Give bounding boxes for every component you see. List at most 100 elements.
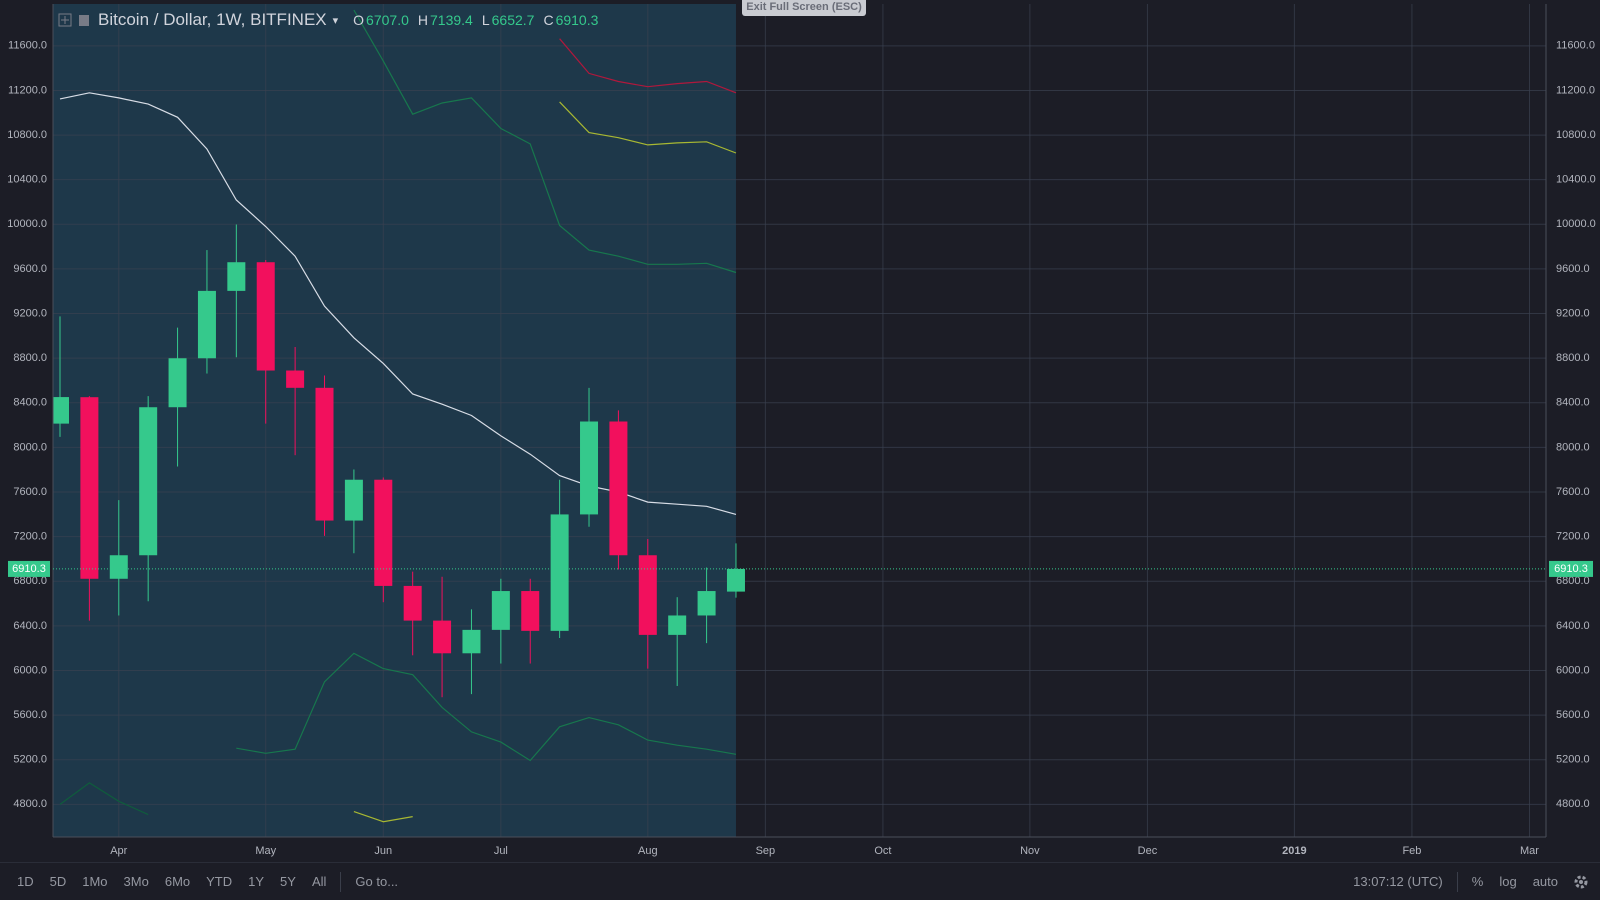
ohlc-key: C (543, 12, 554, 28)
y-tick-label-right: 11600.0 (1556, 40, 1595, 52)
y-tick-label-right: 7200.0 (1556, 531, 1590, 543)
candle-body (433, 620, 452, 654)
ohlc-key: H (417, 12, 428, 28)
y-tick-label: 6800.0 (13, 575, 47, 587)
candle-body (580, 421, 599, 515)
candle-body (697, 591, 716, 616)
y-tick-label: 6400.0 (13, 620, 47, 632)
candle-body (53, 397, 69, 424)
scale-option[interactable]: log (1499, 874, 1517, 889)
indicator-line (59, 782, 149, 816)
y-tick-label-right: 5600.0 (1556, 709, 1590, 721)
settings-button[interactable] (1572, 873, 1590, 891)
y-tick-label: 8400.0 (13, 397, 47, 409)
candle-body (668, 615, 687, 635)
x-tick-label: Nov (1020, 845, 1040, 857)
y-tick-label: 4800.0 (13, 798, 47, 810)
chart: 4800.0 4800.0 5200.0 5200.0 5600.0 5600.0 6000… (7, 4, 1596, 857)
x-tick-label: Jul (494, 845, 508, 857)
symbol-dropdown[interactable]: ▾ (332, 14, 339, 27)
x-tick-label: Dec (1138, 845, 1158, 857)
candle-body (168, 358, 187, 408)
exit-fullscreen-button[interactable]: Exit Full Screen (ESC) (742, 0, 866, 16)
y-tick-label: 10400.0 (7, 174, 47, 186)
candle-body (374, 479, 393, 586)
x-tick-label: Oct (874, 845, 891, 857)
candle-body (550, 514, 569, 631)
y-tick-label: 11600.0 (8, 40, 47, 52)
candle-body (521, 591, 540, 631)
y-tick-label-right: 8800.0 (1556, 352, 1590, 364)
ohlc-value: 6652.7 (491, 12, 535, 28)
ohlc-key: O (353, 12, 365, 28)
x-tick-label: May (255, 845, 276, 857)
y-tick-label-right: 8400.0 (1556, 397, 1590, 409)
range-button[interactable]: 5Y (280, 874, 296, 889)
y-tick-label: 5200.0 (13, 754, 47, 766)
y-tick-label-right: 10800.0 (1556, 129, 1596, 141)
session-shade (53, 4, 736, 837)
expand-icon[interactable] (58, 13, 72, 27)
x-tick-label: Apr (110, 845, 127, 857)
x-tick-label: 2019 (1282, 845, 1306, 857)
legend-icons (58, 13, 89, 27)
indicator-line (559, 101, 737, 154)
y-tick-label-right: 5200.0 (1556, 754, 1590, 766)
symbol-title[interactable]: Bitcoin / Dollar, 1W, BITFINEX (98, 10, 327, 29)
range-button[interactable]: 1Mo (82, 874, 108, 889)
plot (53, 4, 1546, 837)
range-button[interactable]: 3Mo (123, 874, 149, 889)
y-tick-label: 8800.0 (13, 352, 47, 364)
range-button[interactable]: 5D (49, 874, 67, 889)
y-tick-label: 7200.0 (13, 531, 47, 543)
last-price-label: 6910.3 (12, 563, 46, 575)
y-tick-label: 9200.0 (13, 307, 47, 319)
goto-button[interactable]: Go to... (355, 874, 399, 889)
range-button[interactable]: 1D (17, 874, 34, 889)
range-button[interactable]: 1Y (248, 874, 265, 889)
y-tick-label-right: 10400.0 (1556, 174, 1596, 186)
y-tick-label: 8000.0 (13, 441, 47, 453)
y-tick-label: 11200.0 (8, 84, 47, 96)
indicator-line (559, 38, 737, 94)
range-button[interactable]: 6Mo (164, 874, 191, 889)
candle-body (462, 629, 481, 654)
indicator-line (353, 811, 413, 823)
y-tick-label-right: 9600.0 (1556, 263, 1590, 275)
candle-body (80, 397, 99, 579)
candle-body (609, 421, 628, 556)
candle-body (286, 370, 305, 388)
range-button[interactable]: YTD (206, 874, 233, 889)
range-button[interactable]: All (311, 874, 327, 889)
candle-body (638, 555, 657, 635)
candle-body (139, 407, 158, 556)
y-tick-label: 7600.0 (13, 486, 47, 498)
indicator-line (236, 652, 737, 762)
y-tick-label-right: 6000.0 (1556, 664, 1590, 676)
candle-body (197, 290, 216, 359)
ohlc-values: O 6707.0 H 7139.4 L 6652.7 C 6910.3 (344, 12, 598, 28)
candle-body (344, 479, 363, 521)
indicator-line (353, 9, 737, 274)
scale-option[interactable]: % (1471, 874, 1484, 889)
bottom-toolbar: 1D 5D 1Mo 3Mo 6Mo YTD 1Y 5Y All Go to... 13:07:1… (0, 862, 1600, 900)
ohlc-key: L (481, 12, 490, 28)
candle-body (315, 387, 334, 521)
y-tick-label-right: 9200.0 (1556, 307, 1590, 319)
ohlc-value: 6910.3 (555, 12, 599, 28)
y-tick-label: 9600.0 (13, 263, 47, 275)
last-price-label: 6910.3 (1554, 563, 1588, 575)
x-tick-label: Aug (638, 845, 658, 857)
symbol-icon (79, 15, 89, 26)
y-tick-label: 5600.0 (13, 709, 47, 721)
y-tick-label-right: 4800.0 (1556, 798, 1590, 810)
y-tick-label-right: 6400.0 (1556, 620, 1590, 632)
y-tick-label-right: 6800.0 (1556, 575, 1590, 587)
legend-header: Bitcoin / Dollar, 1W, BITFINEX ▾ O 6707.0… (58, 10, 598, 30)
scale-option[interactable]: auto (1532, 874, 1558, 889)
x-tick-label: Mar (1520, 845, 1539, 857)
candle-body (726, 568, 745, 592)
x-tick-label: Feb (1402, 845, 1421, 857)
clock: 13:07:12 (UTC) (1353, 874, 1443, 889)
